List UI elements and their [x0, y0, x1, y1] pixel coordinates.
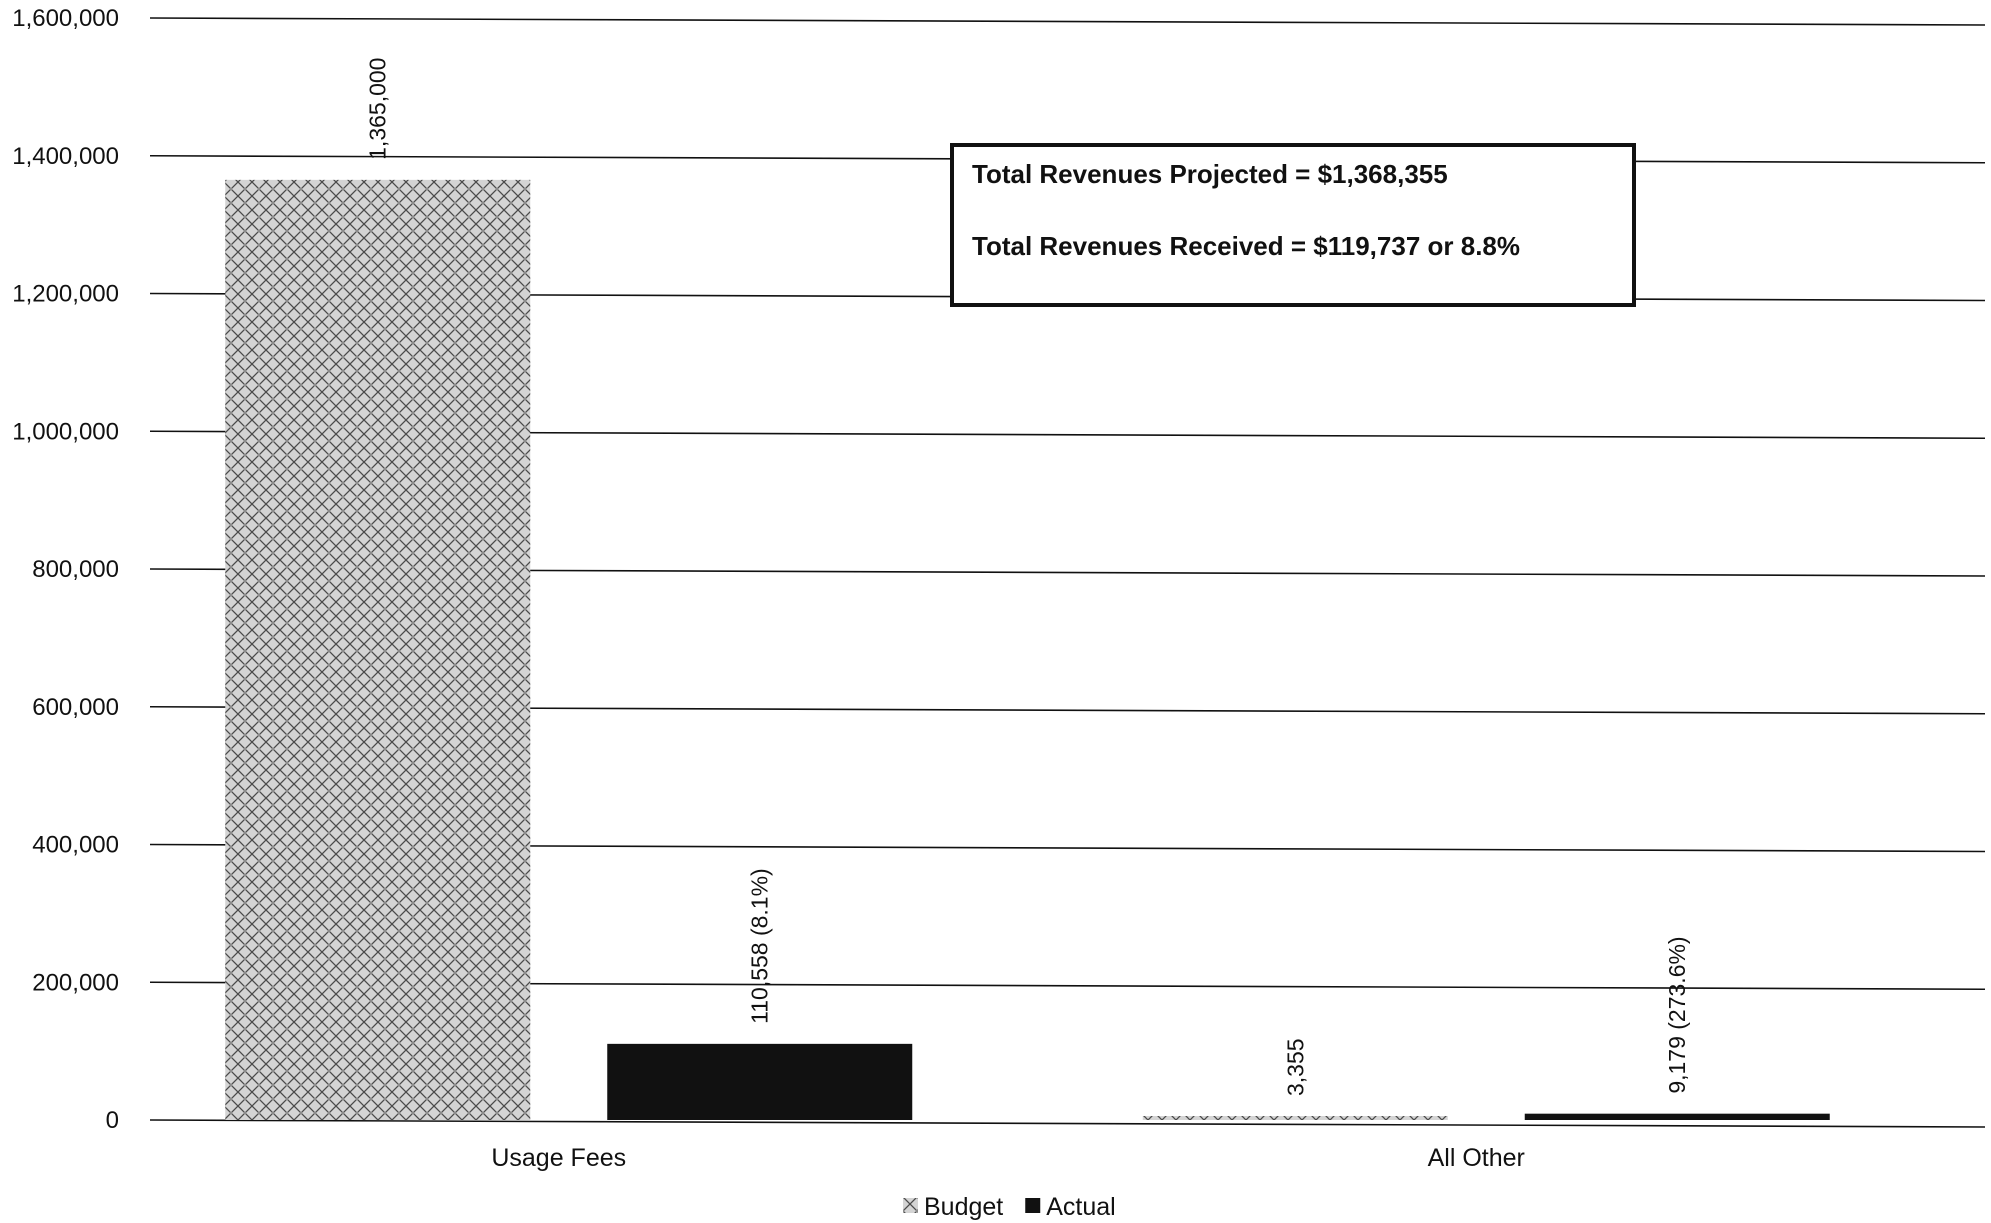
y-axis-ticks: 0 200,000 400,000 600,000 800,000 1,000,000 1,… — [12, 5, 119, 1134]
y-tick-label: 200,000 — [32, 969, 119, 996]
bars — [225, 179, 1830, 1120]
bar-budget — [1142, 1116, 1448, 1120]
y-tick-label: 1,400,000 — [12, 143, 119, 170]
y-tick-label: 1,200,000 — [12, 281, 119, 308]
y-tick-label: 1,600,000 — [12, 5, 119, 32]
data-label: 110,558 (8.1%) — [747, 868, 773, 1024]
data-label: 1,365,000 — [365, 58, 391, 160]
gridline — [149, 17, 1986, 26]
y-tick-label: 800,000 — [32, 556, 119, 583]
gridline — [149, 1119, 1986, 1128]
annotation-projected: Total Revenues Projected = $1,368,355 — [972, 159, 1448, 189]
y-tick-label: 0 — [106, 1107, 119, 1134]
y-tick-label: 1,000,000 — [12, 418, 119, 445]
y-tick-label: 600,000 — [32, 694, 119, 721]
legend: Budget Actual — [903, 1193, 1116, 1221]
legend-swatch-budget — [903, 1198, 918, 1213]
legend-label: Budget — [924, 1193, 1003, 1221]
legend-swatch-actual — [1025, 1198, 1041, 1213]
legend-label: Actual — [1046, 1193, 1115, 1221]
bar-actual — [1524, 1113, 1830, 1120]
annotation-box: Total Revenues Projected = $1,368,355 To… — [950, 143, 1636, 307]
data-label: 9,179 (273.6%) — [1664, 936, 1690, 1093]
category-label: Usage Fees — [491, 1144, 626, 1172]
annotation-received: Total Revenues Received = $119,737 or 8.… — [972, 231, 1520, 261]
bar-budget — [225, 179, 531, 1120]
x-axis-categories: Usage Fees All Other — [491, 1144, 1525, 1172]
category-label: All Other — [1428, 1144, 1525, 1172]
y-tick-label: 400,000 — [32, 832, 119, 859]
data-label: 3,355 — [1282, 1038, 1308, 1096]
data-labels: 1,365,000 110,558 (8.1%) 3,355 9,179 (273.6… — [365, 58, 1691, 1096]
bar-actual — [607, 1043, 913, 1120]
